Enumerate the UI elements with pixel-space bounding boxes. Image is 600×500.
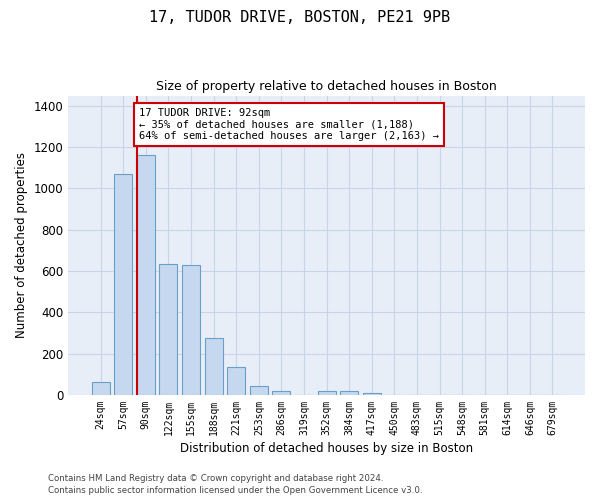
Bar [272, 391, 290, 395]
Bar [92, 382, 110, 395]
Text: 17, TUDOR DRIVE, BOSTON, PE21 9PB: 17, TUDOR DRIVE, BOSTON, PE21 9PB [149, 10, 451, 25]
X-axis label: Distribution of detached houses by size in Boston: Distribution of detached houses by size … [180, 442, 473, 455]
Bar [317, 391, 335, 395]
Bar [227, 367, 245, 395]
Text: Contains HM Land Registry data © Crown copyright and database right 2024.
Contai: Contains HM Land Registry data © Crown c… [48, 474, 422, 495]
Bar [363, 393, 381, 395]
Title: Size of property relative to detached houses in Boston: Size of property relative to detached ho… [156, 80, 497, 93]
Text: 17 TUDOR DRIVE: 92sqm
← 35% of detached houses are smaller (1,188)
64% of semi-d: 17 TUDOR DRIVE: 92sqm ← 35% of detached … [139, 108, 439, 141]
Bar [137, 156, 155, 395]
Bar [340, 391, 358, 395]
Bar [182, 265, 200, 395]
Bar [205, 338, 223, 395]
Y-axis label: Number of detached properties: Number of detached properties [15, 152, 28, 338]
Bar [250, 386, 268, 395]
Bar [114, 174, 133, 395]
Bar [160, 264, 178, 395]
